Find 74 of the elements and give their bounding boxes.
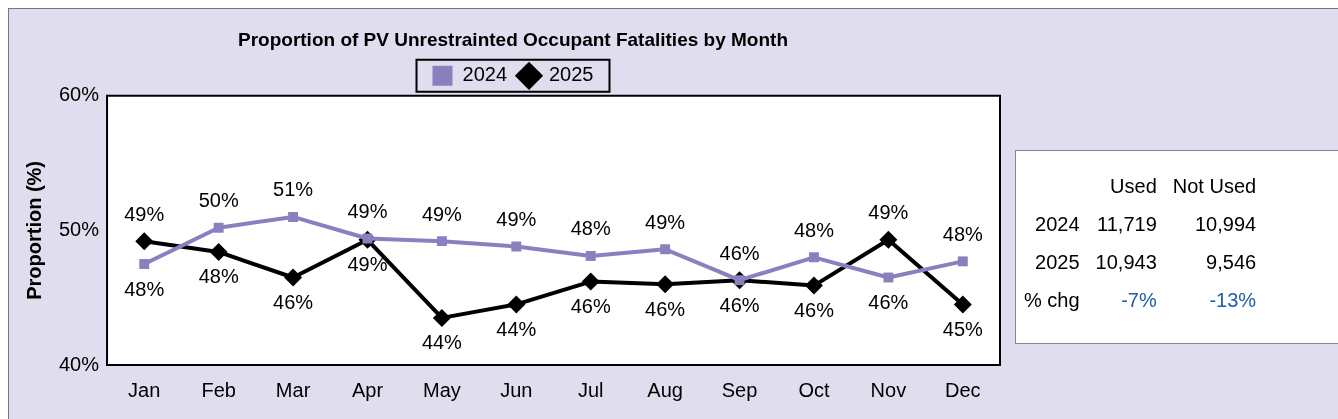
x-tick-label: Jan [128,378,161,401]
point [656,275,675,294]
data-label: 48% [570,217,611,240]
legend-label: 2024 [462,63,508,86]
x-tick-label: Jul [577,378,604,401]
data-label: 48% [198,265,239,288]
data-label: 49% [347,199,388,222]
data-label: 46% [719,293,760,316]
text: 10,994 [1194,212,1257,235]
data-label: 49% [496,208,537,231]
data-label: 49% [868,201,909,224]
data-label: 49% [347,253,388,276]
x-tick-label: Oct [798,378,830,401]
data-label: 50% [198,189,239,212]
point [879,230,898,249]
category-label: % chg [1024,288,1080,311]
point [139,259,150,269]
data-label: 49% [421,202,463,225]
x-tick-label: Apr [351,378,384,401]
data-label: 44% [421,331,463,354]
data-label: 46% [645,297,686,320]
point [507,295,526,314]
x-tick-label: Sep [721,378,758,401]
data-label: 46% [273,291,314,314]
data-label: 46% [793,299,835,322]
x-tick-label: Nov [870,378,907,401]
category-label: Not Used [1171,173,1258,199]
point [804,276,823,295]
x-tick-label: Aug [647,378,683,401]
point [436,236,447,247]
point [585,251,596,261]
point [957,256,968,267]
text: 11,719 [1097,212,1157,235]
point [284,268,303,287]
text: -13% [1209,288,1257,311]
x-tick-label: Mar [275,378,311,401]
data-label: 48% [793,218,835,241]
y-tick-label: 40% [59,352,100,375]
text: 10,943 [1095,250,1157,273]
point [883,272,894,283]
data-label: 49% [124,202,165,225]
data-label: 46% [570,295,611,318]
data-label: 48% [942,222,984,245]
point [809,252,819,263]
data-label: 49% [645,210,686,233]
y-tick-label: 60% [59,83,100,106]
y-axis-title: Proportion (%) [22,160,45,300]
point [581,272,600,291]
point [288,211,299,222]
point [213,222,224,233]
category-label: 2025 [1035,250,1080,273]
point [209,242,228,261]
category-label: Used [1109,173,1158,199]
x-tick-label: Feb [201,378,236,401]
x-tick-label: May [422,378,461,401]
category-label: 2024 [1035,212,1080,235]
legend-label: 2025 [549,63,594,86]
data-label: 45% [942,317,984,340]
data-label: 48% [124,277,165,300]
data-label: 46% [719,241,760,264]
chart-title: Proportion of PV Unrestrainted Occupant Fatalities by Month [238,28,788,50]
text: 9,546 [1206,250,1257,273]
y-tick-label: 50% [59,217,100,240]
point [660,244,671,255]
point [135,232,154,251]
x-tick-label: Jun [500,378,533,401]
data-label: 44% [496,317,537,340]
point [432,308,451,327]
point [953,295,972,314]
data-label: 51% [273,178,314,201]
x-tick-label: Dec [945,378,981,401]
text: -7% [1121,288,1157,311]
point [511,241,522,252]
data-label: 46% [868,291,909,314]
